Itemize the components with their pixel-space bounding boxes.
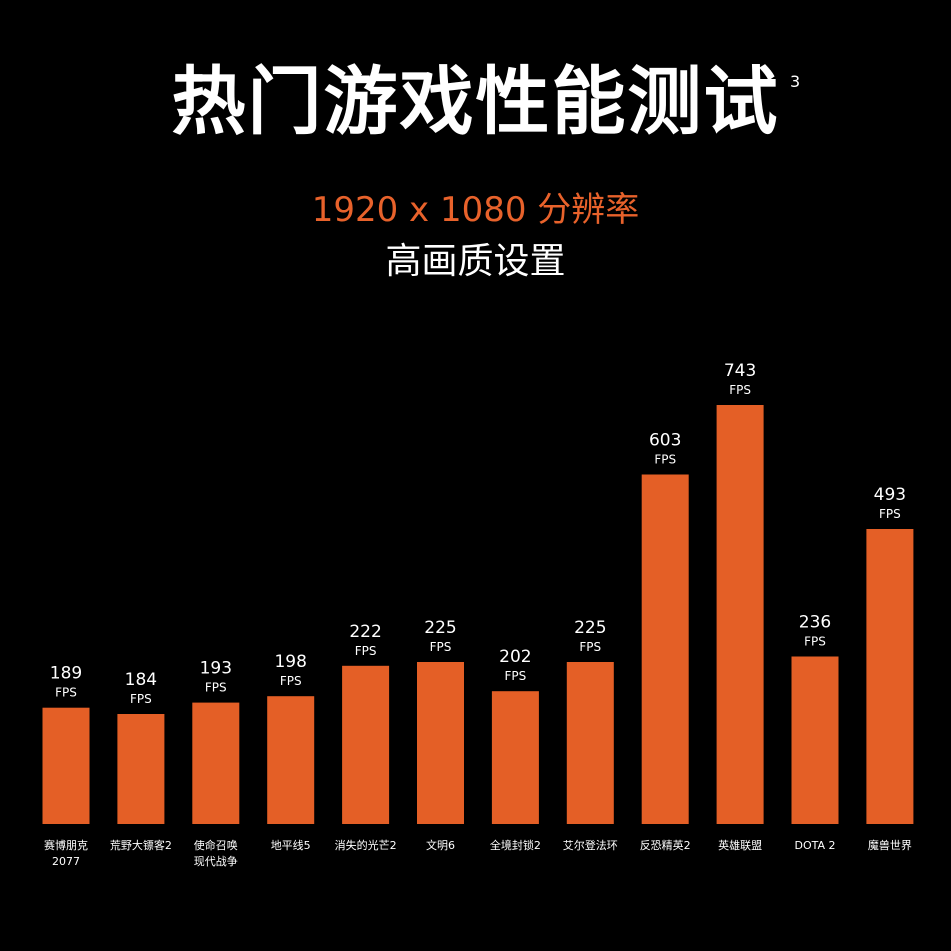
category-label: 消失的光芒2	[335, 838, 397, 852]
bar-unit-label: FPS	[579, 640, 601, 654]
bar	[267, 696, 315, 824]
bar-value-label: 189	[50, 664, 82, 684]
bar-value-label: 193	[200, 659, 232, 679]
bar	[42, 707, 90, 824]
bar	[791, 656, 839, 824]
bar-value-label: 236	[799, 613, 831, 633]
category-label: 2077	[52, 855, 80, 868]
bar	[192, 702, 240, 824]
bar-value-label: 743	[724, 361, 756, 381]
bar	[566, 662, 614, 824]
bar-value-label: 198	[274, 652, 306, 672]
category-label: 现代战争	[194, 854, 238, 868]
bar-unit-label: FPS	[130, 692, 152, 706]
bar-value-label: 225	[424, 618, 456, 638]
bar	[641, 474, 689, 824]
bar-value-label: 225	[574, 618, 606, 638]
quality-subtitle: 高画质设置	[385, 241, 566, 282]
bar	[117, 714, 165, 824]
bar	[491, 691, 539, 824]
bar-value-label: 493	[874, 485, 906, 505]
category-label: 艾尔登法环	[563, 838, 618, 852]
bar-unit-label: FPS	[280, 674, 302, 688]
category-label: 赛博朋克	[44, 838, 88, 852]
category-label: 地平线5	[271, 838, 311, 852]
bar	[417, 662, 464, 824]
bar-value-label: 222	[349, 622, 381, 642]
category-label: 魔兽世界	[868, 838, 912, 852]
footnote-marker: 3	[790, 72, 801, 91]
bar-value-label: 184	[125, 670, 157, 690]
bar-unit-label: FPS	[205, 681, 227, 695]
bar-value-label: 603	[649, 431, 681, 451]
category-label: 英雄联盟	[718, 838, 762, 852]
category-label: 全境封锁2	[490, 838, 541, 852]
chart-title: 热门游戏性能测试	[171, 59, 780, 145]
bar-unit-label: FPS	[729, 383, 751, 397]
bar	[866, 529, 914, 824]
bar-unit-label: FPS	[804, 635, 826, 649]
resolution-subtitle: 1920 x 1080 分辨率	[311, 190, 640, 230]
bar-unit-label: FPS	[430, 640, 452, 654]
category-label: 反恐精英2	[640, 838, 691, 852]
bar-unit-label: FPS	[505, 669, 527, 683]
bar	[716, 405, 764, 824]
bar-unit-label: FPS	[355, 644, 377, 658]
category-label: 荒野大镖客2	[110, 838, 172, 852]
bar	[342, 665, 390, 824]
bar-value-label: 202	[499, 647, 531, 667]
bar-unit-label: FPS	[55, 686, 77, 700]
bar-unit-label: FPS	[879, 507, 901, 521]
category-label: 使命召唤	[194, 838, 238, 852]
bar-unit-label: FPS	[654, 453, 676, 467]
category-label: 文明6	[426, 838, 455, 852]
category-label: DOTA 2	[794, 839, 835, 852]
